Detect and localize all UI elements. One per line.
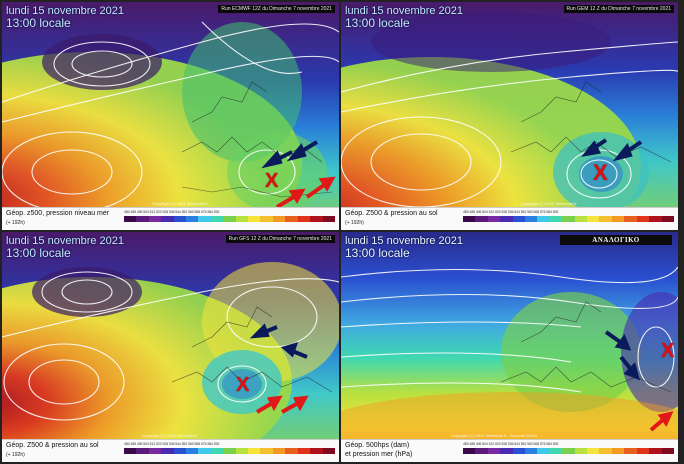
legend-colorbar [463,448,674,454]
time-line: 13:00 locale [345,16,410,30]
navy-arrowhead-icon [286,143,307,162]
navy-arrowhead-icon [280,341,299,358]
navy-arrowhead-icon [614,333,632,351]
time-line: 13:00 locale [6,16,71,30]
red-arrowhead-icon [292,395,309,412]
legend-unit: (+ 192h) [345,220,364,226]
ecmwf-pressure-map [2,2,339,230]
copyright-text: Copyright (C) 2021 Meteociel.fr [152,201,208,206]
low-pressure-marker: X [593,160,608,185]
analog-arrows [604,330,674,432]
red-arrowhead-icon [657,411,674,428]
analog-label: ΑΝΑΛΟΓΙΚΟ [560,235,672,245]
date-line: lundi 15 novembre 2021 [345,5,464,17]
legend-caption: Géop. 500hps (dam) [345,442,410,449]
copyright-text: Copyright (C) 2021 Meteociel.fr - Source… [451,433,538,438]
low-pressure-marker: X [265,170,279,192]
legend-unit: (+ 192h) [6,220,25,226]
navy-arrowhead-icon [623,362,640,381]
legend-scale: 480 488 496 504 512 520 528 536 544 552 … [463,442,559,446]
copyright-text: Copyright (C) 2021 Meteociel.fr [521,201,577,206]
legend-colorbar [124,448,335,454]
run-label: Run GEM 12 Z du Dimanche 7 novembre 2021 [563,5,674,13]
low-pressure-marker: X [236,374,250,396]
color-legend: Géop. z500, pression niveau mer (+ 192h)… [2,207,339,230]
gfs-arrows [249,323,309,414]
legend-unit: (+ 192h) [6,452,25,458]
red-arrowhead-icon [266,395,283,412]
legend-unit: et pression mer (hPa) [345,451,413,458]
gem-arrows [581,138,643,162]
time-line: 13:00 locale [6,246,71,260]
gem-pressure-map [341,2,678,230]
time-line: 13:00 locale [345,246,410,260]
map-date: lundi 15 novembre 2021 13:00 locale [345,235,463,259]
navy-arrowhead-icon [261,150,283,169]
run-label: Run GFS 12 Z du Dimanche 7 novembre 2021 [225,235,335,243]
legend-scale: 480 488 496 504 512 520 528 536 544 552 … [124,442,220,446]
gfs-map-panel: X lundi 15 novembre 2021 13:00 locale Ru… [2,232,339,462]
color-legend: Géop. Z500 & pression au sol (+ 192h) 48… [341,207,678,230]
gem-map-panel: X lundi 15 novembre 2021 13:00 locale Ru… [341,2,678,230]
date-line: lundi 15 novembre 2021 [6,5,125,17]
legend-scale: 480 488 496 504 512 520 528 536 544 552 … [124,210,220,214]
navy-arrowhead-icon [612,143,633,162]
red-arrowhead-icon [318,176,336,192]
analog-map-panel: X lundi 15 novembre 2021 13:00 locale ΑΝ… [341,232,678,462]
red-arrowhead-icon [288,188,306,204]
legend-scale: 480 488 496 504 512 520 528 536 544 552 … [463,210,559,214]
color-legend: Géop. Z500 & pression au sol (+ 192h) 48… [2,439,339,462]
navy-arrowhead-icon [249,323,270,339]
date-line: lundi 15 novembre 2021 [345,235,464,247]
legend-caption: Géop. Z500 & pression au sol [345,210,438,217]
legend-caption: Géop. z500, pression niveau mer [6,210,110,217]
ecmwf-arrows [261,140,336,209]
date-line: lundi 15 novembre 2021 [6,235,125,247]
ecmwf-map-panel: X lundi 15 novembre 2021 13:00 locale Ru… [2,2,339,230]
run-label: Run ECMWF 12Z du Dimanche 7 novembre 202… [218,5,335,13]
navy-arrowhead-icon [581,140,601,157]
low-pressure-marker: X [661,340,675,362]
legend-colorbar [463,216,674,222]
map-date: lundi 15 novembre 2021 13:00 locale [345,5,463,29]
legend-colorbar [124,216,335,222]
map-date: lundi 15 novembre 2021 13:00 locale [6,235,124,259]
analog-pressure-map [341,232,678,462]
color-legend: Géop. 500hps (dam) et pression mer (hPa)… [341,439,678,462]
legend-caption: Géop. Z500 & pression au sol [6,442,99,449]
map-date: lundi 15 novembre 2021 13:00 locale [6,5,124,29]
copyright-text: Copyright (C) 2021 Meteociel.fr [142,433,198,438]
